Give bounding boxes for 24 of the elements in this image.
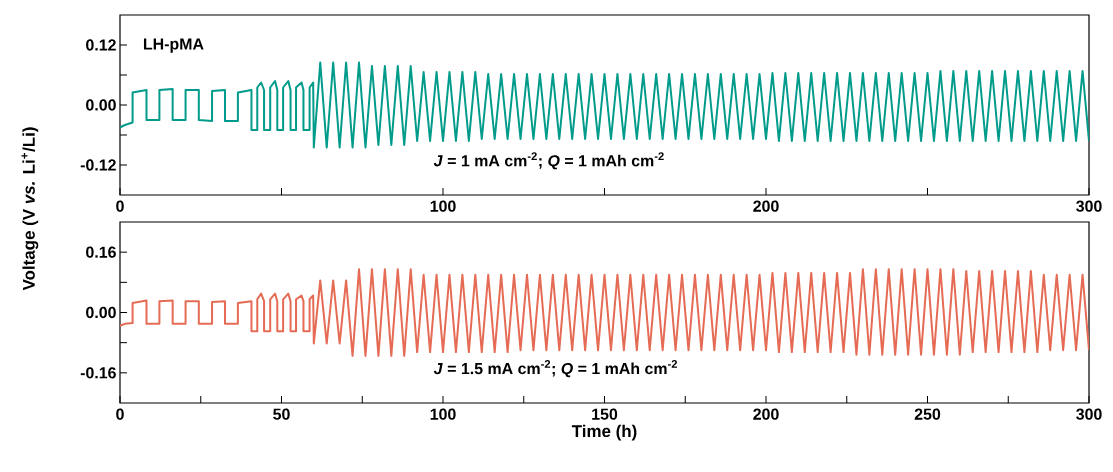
y-tick-label: 0.00 — [86, 306, 116, 319]
x-tick-label: 250 — [914, 408, 941, 420]
y-tick-label: -0.16 — [80, 367, 116, 379]
x-tick-label: 0 — [116, 408, 124, 420]
y-tick-label: 0.00 — [86, 99, 116, 111]
x-tick-label: 300 — [1076, 408, 1102, 420]
x-tick-label: 200 — [753, 408, 779, 420]
x-axis-title: Time (h) — [571, 424, 637, 441]
x-tick-label: 100 — [430, 408, 456, 420]
annotation: J = 1 mA cm$^{-2}$; Q = 1 mAh cm$^{-2}$ — [433, 152, 664, 170]
text: LH-pMA — [143, 38, 204, 53]
x-tick-label: 50 — [273, 408, 290, 420]
y-tick-label: -0.12 — [80, 159, 116, 171]
x-tick-label: 100 — [430, 200, 456, 212]
y-tick-label: 0.12 — [86, 39, 116, 51]
annotation: J = 1.5 mA cm$^{-2}$; Q = 1 mAh cm$^{-2}$ — [433, 360, 678, 378]
line-series — [120, 61, 1090, 149]
y-tick-label: 0.16 — [86, 246, 116, 258]
x-tick-label: 0 — [116, 200, 124, 212]
x-tick-label: 200 — [753, 200, 779, 212]
x-tick-label: 150 — [592, 408, 618, 420]
x-tick-label: 300 — [1076, 200, 1102, 212]
y-axis-title: Voltage (V vs. Li$^{+}$/Li) — [21, 127, 39, 291]
line-series — [120, 268, 1090, 357]
